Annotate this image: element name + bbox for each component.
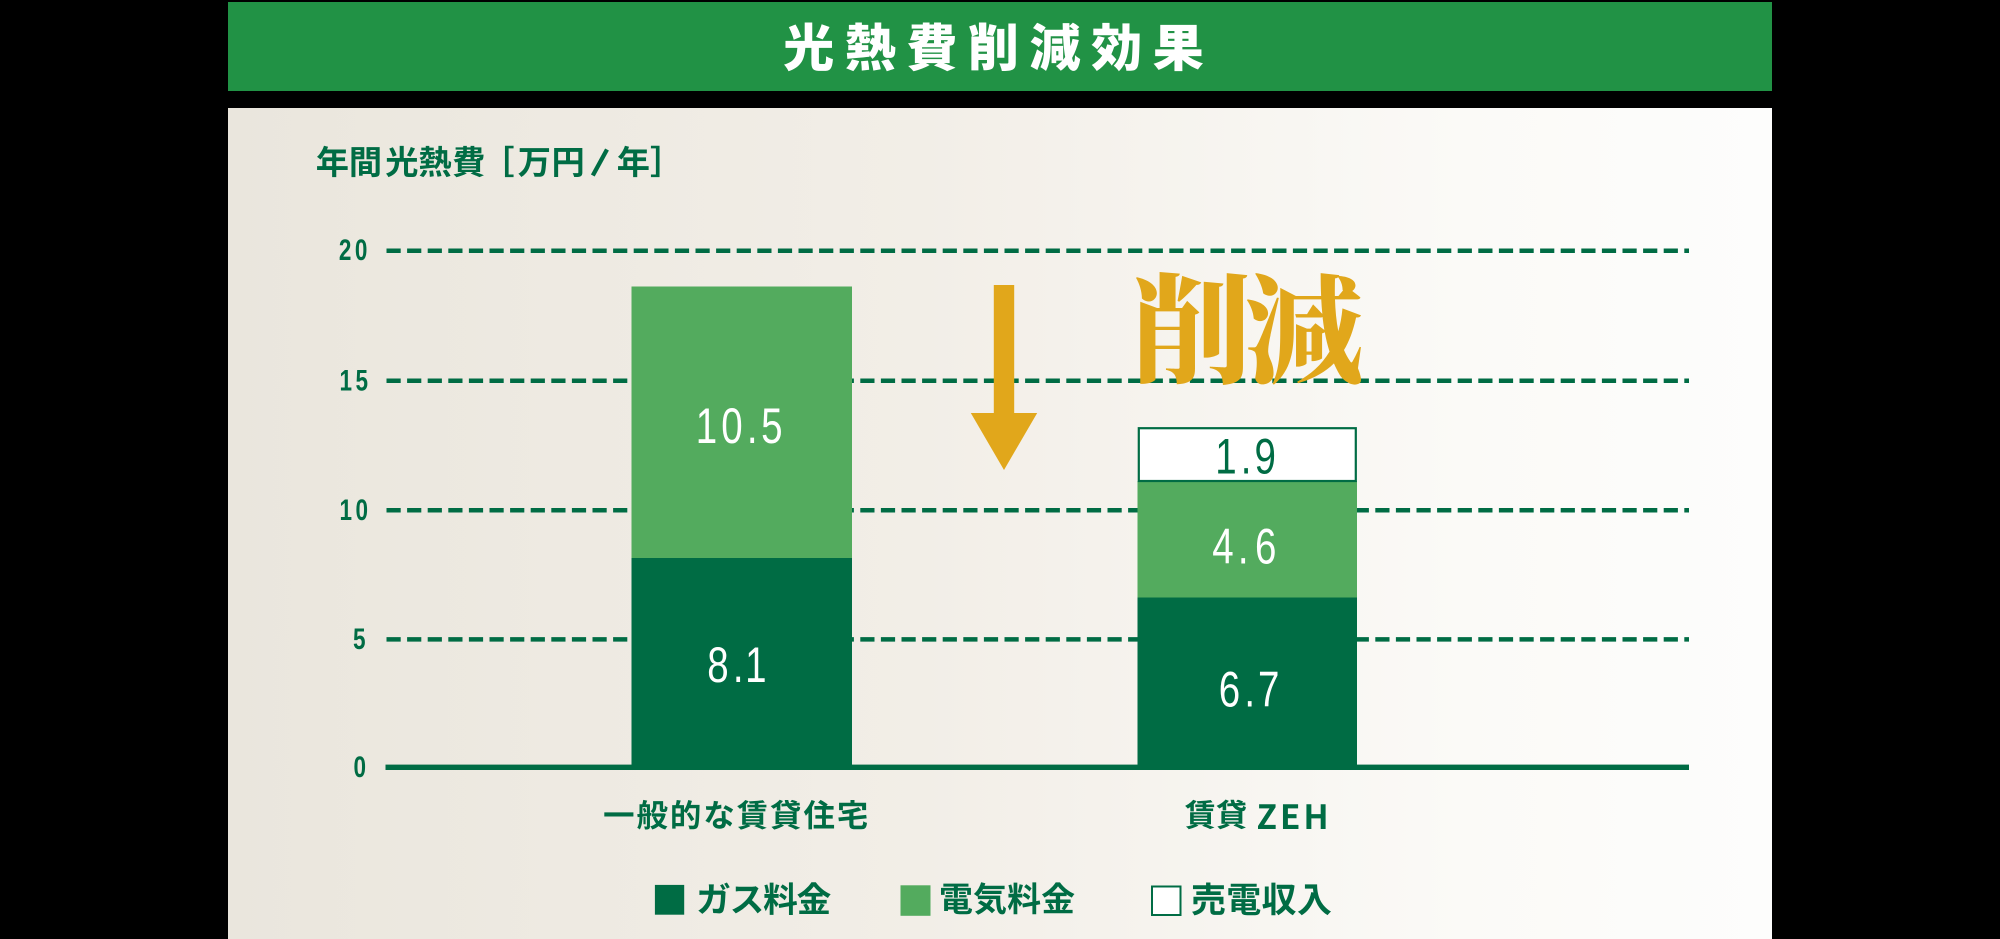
svg-text:1.9: 1.9 [1215,430,1276,485]
svg-text:4.6: 4.6 [1212,520,1276,575]
svg-text:10.5: 10.5 [696,399,783,454]
svg-text:6.7: 6.7 [1219,663,1280,718]
svg-text:10: 10 [340,493,372,527]
svg-text:8.1: 8.1 [707,638,766,693]
svg-text:5: 5 [353,622,369,656]
svg-text:20: 20 [339,233,371,267]
svg-text:0: 0 [354,750,370,784]
svg-text:15: 15 [340,363,372,397]
